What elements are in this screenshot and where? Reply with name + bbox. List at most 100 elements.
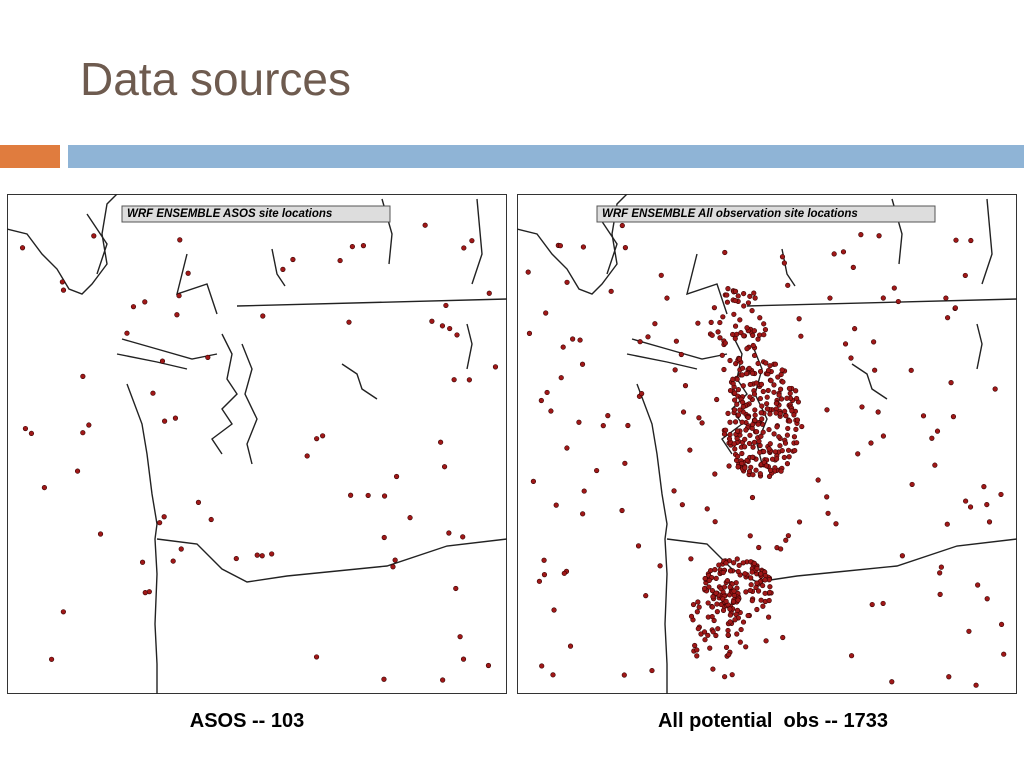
site-dot <box>736 356 743 362</box>
site-dot <box>652 321 658 327</box>
site-dot <box>594 467 600 474</box>
site-dot <box>966 628 972 634</box>
site-dot <box>162 418 168 424</box>
site-dot <box>713 575 719 581</box>
site-dot <box>713 590 719 596</box>
site-dot <box>739 450 745 457</box>
site-dot <box>772 449 778 455</box>
site-dot <box>622 460 628 466</box>
site-dot <box>381 493 388 499</box>
site-dot <box>908 367 914 373</box>
site-dot <box>269 551 275 557</box>
site-dot <box>784 395 790 401</box>
site-dot <box>748 575 754 581</box>
site-dot <box>781 454 787 461</box>
site-dot <box>80 430 86 436</box>
site-dot <box>438 439 444 445</box>
site-dot <box>749 494 756 501</box>
site-dot <box>791 434 798 440</box>
site-dot <box>763 638 769 644</box>
site-dot <box>998 621 1005 628</box>
site-dot <box>564 445 570 451</box>
site-dot <box>233 555 239 562</box>
site-dot <box>875 409 881 415</box>
site-dot <box>348 492 354 498</box>
site-dot <box>727 357 733 364</box>
site-dot <box>86 422 92 428</box>
site-dot <box>815 477 821 483</box>
site-dot <box>751 560 757 566</box>
site-dot <box>791 412 797 418</box>
site-dot <box>876 233 882 239</box>
site-dot <box>608 288 614 294</box>
site-dot <box>461 245 467 251</box>
site-dot <box>920 413 927 419</box>
site-dot <box>714 601 720 607</box>
site-dot <box>460 656 467 662</box>
site-dot <box>658 272 664 278</box>
site-dot <box>712 471 718 477</box>
site-dot <box>460 534 466 540</box>
site-dot <box>208 516 214 523</box>
site-dot <box>725 632 731 638</box>
site-dot <box>690 601 697 608</box>
site-dot <box>746 365 752 371</box>
site-dot <box>752 412 758 418</box>
site-dot <box>726 463 732 469</box>
site-dot <box>429 318 435 324</box>
site-dot <box>314 436 320 442</box>
site-dot <box>762 590 768 596</box>
site-dot <box>984 596 990 602</box>
site-dot <box>704 506 710 512</box>
site-dot <box>439 323 446 329</box>
site-dot <box>619 222 625 229</box>
site-dot <box>553 502 559 508</box>
site-dot <box>786 454 792 460</box>
site-dot <box>742 571 748 577</box>
site-dot <box>950 414 957 420</box>
site-dot <box>855 451 861 457</box>
site-dot <box>724 299 731 305</box>
site-dot <box>150 390 156 396</box>
site-dot <box>757 449 763 455</box>
site-dot <box>799 423 805 430</box>
site-dot <box>360 243 367 249</box>
site-dot <box>60 609 66 615</box>
site-dot <box>731 441 737 447</box>
site-dot <box>687 447 693 453</box>
site-dot <box>710 594 716 600</box>
site-dot <box>750 444 756 450</box>
site-dot <box>752 295 758 301</box>
site-dot <box>544 389 550 396</box>
site-dot <box>732 397 738 403</box>
site-dot <box>731 407 738 413</box>
site-dot <box>19 245 26 251</box>
site-dot <box>777 411 783 417</box>
site-dot <box>766 614 772 620</box>
site-dot <box>205 354 211 360</box>
site-dot <box>734 376 740 382</box>
site-dot <box>97 531 104 537</box>
site-dot <box>766 473 773 480</box>
site-dot <box>365 492 371 499</box>
site-dot <box>992 386 998 392</box>
site-dot <box>722 340 728 346</box>
site-dot <box>717 319 723 326</box>
site-dot <box>723 560 729 566</box>
site-dot <box>719 352 725 358</box>
site-dot <box>349 243 355 250</box>
site-dot <box>929 435 935 441</box>
site-dot <box>577 337 583 343</box>
site-dot <box>743 427 749 433</box>
site-dot <box>755 421 761 427</box>
site-dot <box>827 295 833 301</box>
site-dot <box>443 302 449 309</box>
site-dot <box>621 672 627 678</box>
site-dot <box>750 472 756 478</box>
site-dot <box>777 443 783 449</box>
site-dot <box>752 407 758 413</box>
site-dot <box>567 643 574 649</box>
site-dot <box>767 584 773 590</box>
site-dot <box>736 562 742 568</box>
site-dot <box>831 251 837 257</box>
